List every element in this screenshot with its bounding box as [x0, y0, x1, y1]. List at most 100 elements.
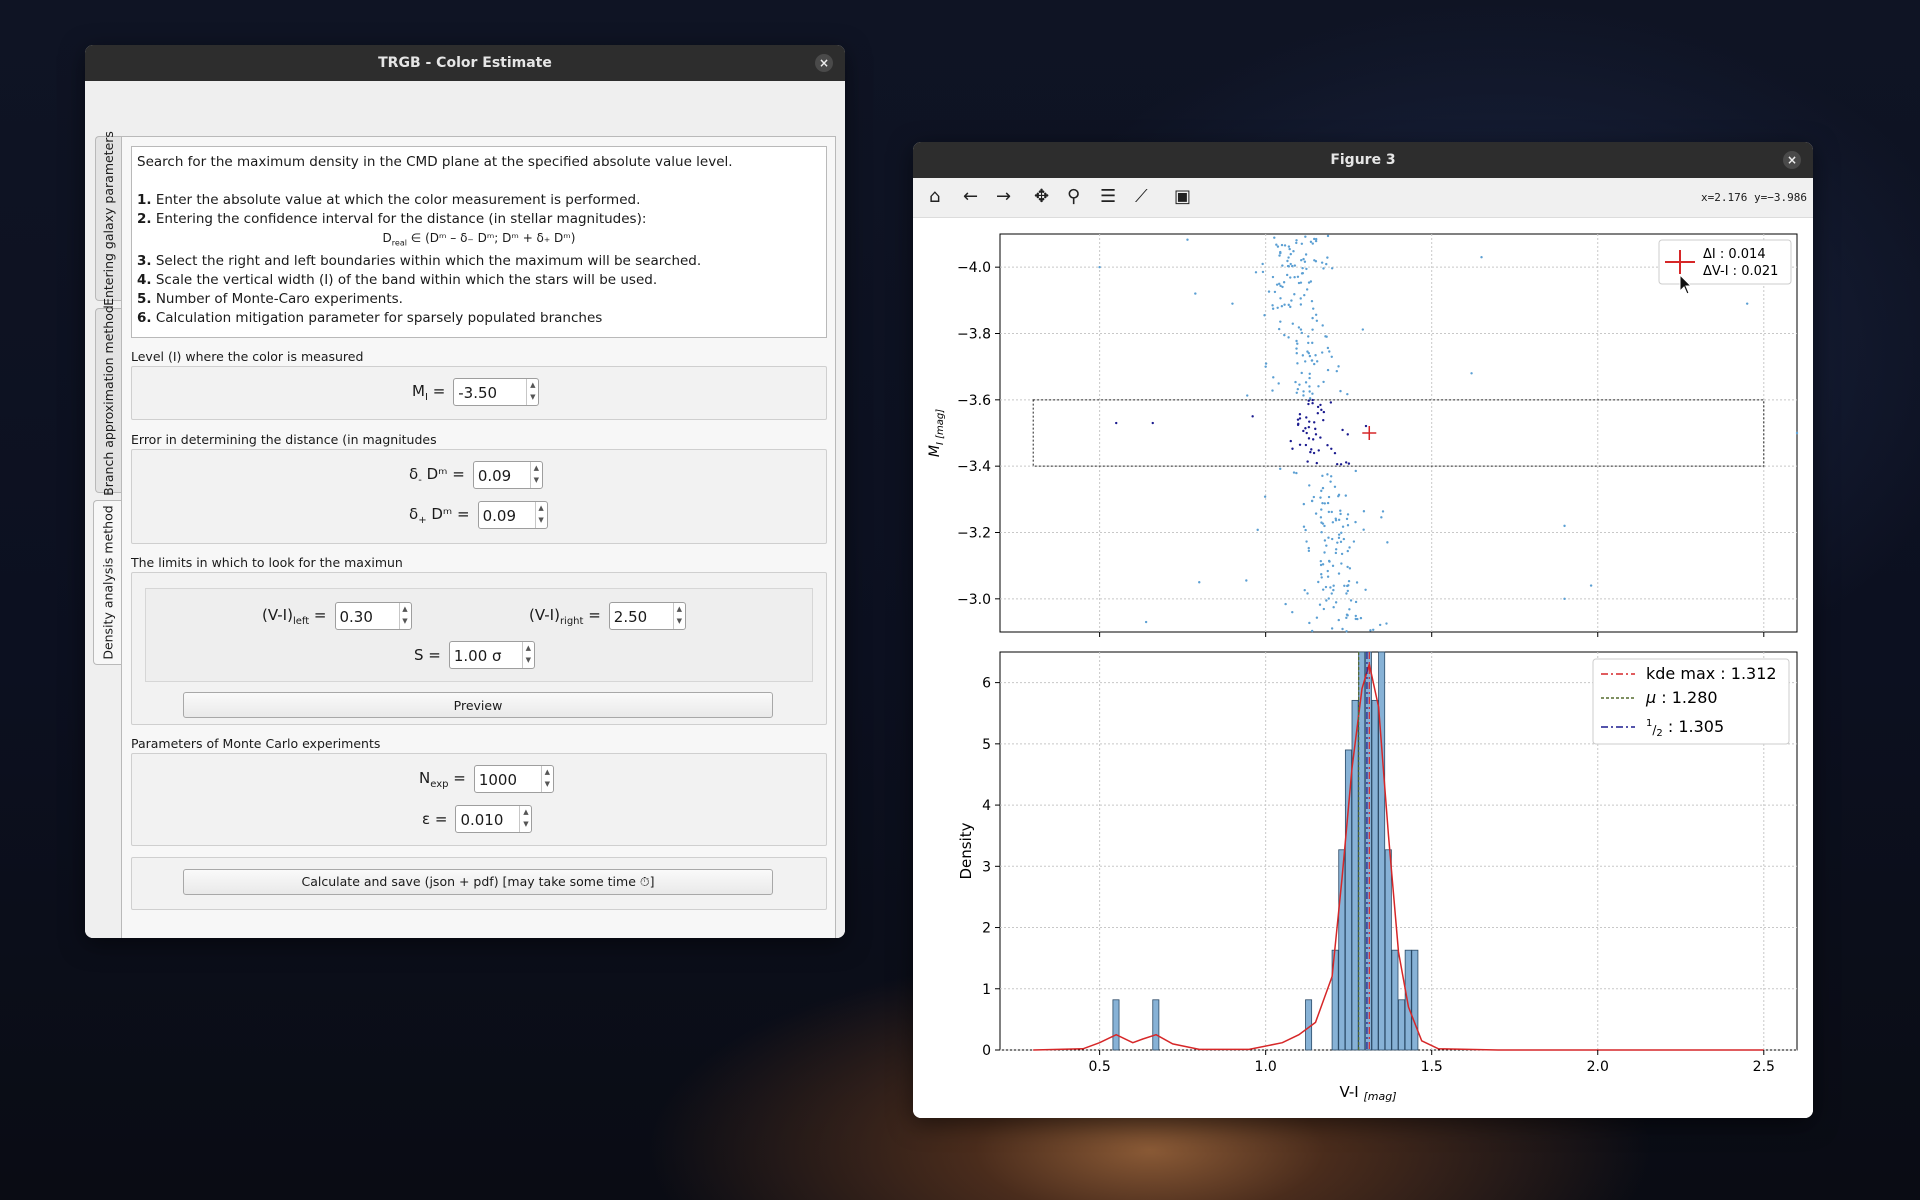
tab-branch-approximation[interactable]: Branch approximation method	[95, 305, 121, 496]
star-point	[1307, 335, 1310, 338]
star-point	[1310, 629, 1314, 633]
vi-right-spinbox[interactable]: 2.50 ▲ ▼	[608, 602, 686, 630]
nexp-label: Nexp =	[419, 768, 466, 790]
spin-arrows-icon[interactable]: ▲ ▼	[526, 379, 538, 405]
figure-titlebar[interactable]: Figure 3 ×	[913, 142, 1813, 178]
edit-axis-icon[interactable]: ⟋	[1135, 186, 1148, 207]
star-point	[1307, 402, 1310, 406]
star-point	[1336, 541, 1339, 544]
star-point	[1295, 391, 1298, 395]
calculate-save-button[interactable]: Calculate and save (json + pdf) [may tak…	[183, 869, 773, 895]
distance-formula: Dreal ∈ (Dᵐ – δ₋ Dᵐ; Dᵐ + δ₊ Dᵐ)	[382, 231, 576, 248]
star-point	[1318, 603, 1322, 606]
star-point	[1293, 264, 1297, 267]
ytick-label: −3.2	[957, 526, 991, 542]
star-point	[1263, 314, 1266, 317]
star-point	[1330, 267, 1334, 270]
star-point	[1304, 381, 1308, 384]
star-point	[1271, 304, 1274, 307]
star-point	[1346, 589, 1350, 593]
histogram-ylabel: Density	[957, 822, 975, 879]
star-point	[1344, 494, 1348, 497]
delta-plus-spinbox[interactable]: 0.09 ▲ ▼	[477, 501, 548, 529]
star-point	[1324, 335, 1327, 338]
configure-subplots-icon[interactable]: ☰	[1100, 186, 1117, 207]
histogram-axes: 0.5 1.0 1.5 2.0 2.5 0 1 2 3 4 5 6 V-I [mag] Density…	[957, 651, 1798, 1103]
star-point	[1326, 575, 1330, 578]
spin-arrows-icon[interactable]: ▲ ▼	[521, 642, 534, 668]
spin-arrows-icon[interactable]: ▲ ▼	[534, 502, 547, 528]
window-titlebar[interactable]: TRGB - Color Estimate ×	[85, 45, 845, 81]
spin-arrows-icon[interactable]: ▲ ▼	[540, 766, 553, 792]
star-point	[1306, 460, 1309, 463]
star-point	[1295, 471, 1298, 475]
star-point	[1345, 613, 1349, 616]
star-point	[1327, 495, 1331, 499]
star-point	[1289, 276, 1292, 279]
preview-button[interactable]: Preview	[183, 692, 773, 718]
star-point	[1291, 610, 1294, 614]
spin-arrows-icon[interactable]: ▲ ▼	[398, 603, 411, 629]
star-point	[1386, 541, 1389, 544]
star-point	[1330, 537, 1334, 541]
vi-left-row: (V-I)left = 0.30 ▲ ▼	[262, 602, 412, 630]
star-point	[1275, 283, 1279, 286]
pan-icon[interactable]: ✥	[1034, 186, 1050, 207]
legend-delta-i: ΔI : 0.014	[1703, 247, 1766, 262]
star-point	[1325, 262, 1328, 266]
ytick-label: 0	[982, 1043, 991, 1059]
legend-box	[1592, 658, 1790, 745]
nexp-spinbox[interactable]: 1000 ▲ ▼	[473, 765, 554, 793]
star-point	[1271, 275, 1275, 279]
star-point	[1380, 516, 1383, 519]
spin-arrows-icon[interactable]: ▲ ▼	[519, 806, 531, 832]
nexp-row: Nexp = 1000 ▲ ▼	[419, 765, 554, 793]
star-point	[1302, 502, 1306, 506]
star-point	[1563, 597, 1566, 601]
star-point	[1304, 253, 1308, 256]
plot-canvas[interactable]: −4.0 −3.8 −3.6 −3.4 −3.2 −3.0 MI [mag] ΔI : 0…	[913, 218, 1813, 1118]
epsilon-label: ε =	[422, 810, 448, 828]
star-point	[1339, 509, 1342, 512]
star-point	[1331, 564, 1335, 568]
delta-minus-spinbox[interactable]: 0.09 ▲ ▼	[472, 461, 543, 489]
tab-galaxy-parameters[interactable]: Entering galaxy parameters	[95, 131, 121, 306]
star-point	[1302, 390, 1305, 393]
back-arrow-icon[interactable]: ←	[963, 186, 979, 207]
ytick-label: 1	[982, 982, 991, 998]
s-spinbox[interactable]: 1.00 σ ▲ ▼	[448, 641, 535, 669]
star-point	[1302, 394, 1305, 397]
star-point	[1319, 516, 1323, 519]
legend-box	[1658, 239, 1792, 285]
star-point	[1480, 256, 1483, 259]
star-point	[1299, 297, 1302, 300]
close-button[interactable]: ×	[815, 54, 833, 72]
star-point	[1314, 237, 1318, 241]
tab-density-analysis[interactable]: Density analysis method	[93, 500, 123, 665]
star-point	[1271, 389, 1274, 392]
star-point	[1337, 536, 1341, 540]
star-point	[1261, 270, 1265, 274]
close-button[interactable]: ×	[1783, 151, 1801, 169]
spin-arrows-icon[interactable]: ▲ ▼	[672, 603, 685, 629]
forward-arrow-icon[interactable]: →	[996, 186, 1012, 207]
star-point	[1322, 410, 1326, 414]
star-point	[1309, 450, 1312, 454]
star-point	[1340, 552, 1344, 556]
spin-arrows-icon[interactable]: ▲ ▼	[529, 462, 542, 488]
vi-left-spinbox[interactable]: 0.30 ▲ ▼	[334, 602, 412, 630]
star-point	[1320, 576, 1323, 579]
mi-spinbox[interactable]: -3.50 ▲ ▼	[453, 378, 540, 406]
home-icon[interactable]: ⌂	[929, 186, 941, 207]
star-point	[1098, 265, 1101, 269]
zoom-icon[interactable]: ⚲	[1067, 186, 1081, 207]
figure-title: Figure 3	[1330, 152, 1396, 168]
save-icon[interactable]: ▣	[1174, 186, 1192, 207]
star-point	[1319, 559, 1323, 563]
ytick-label: −4.0	[957, 260, 991, 276]
epsilon-spinbox[interactable]: 0.010 ▲ ▼	[455, 805, 533, 833]
kde-curve	[1033, 663, 1764, 1051]
ytick-label: 3	[982, 859, 991, 875]
histogram-bar	[1384, 849, 1392, 1051]
